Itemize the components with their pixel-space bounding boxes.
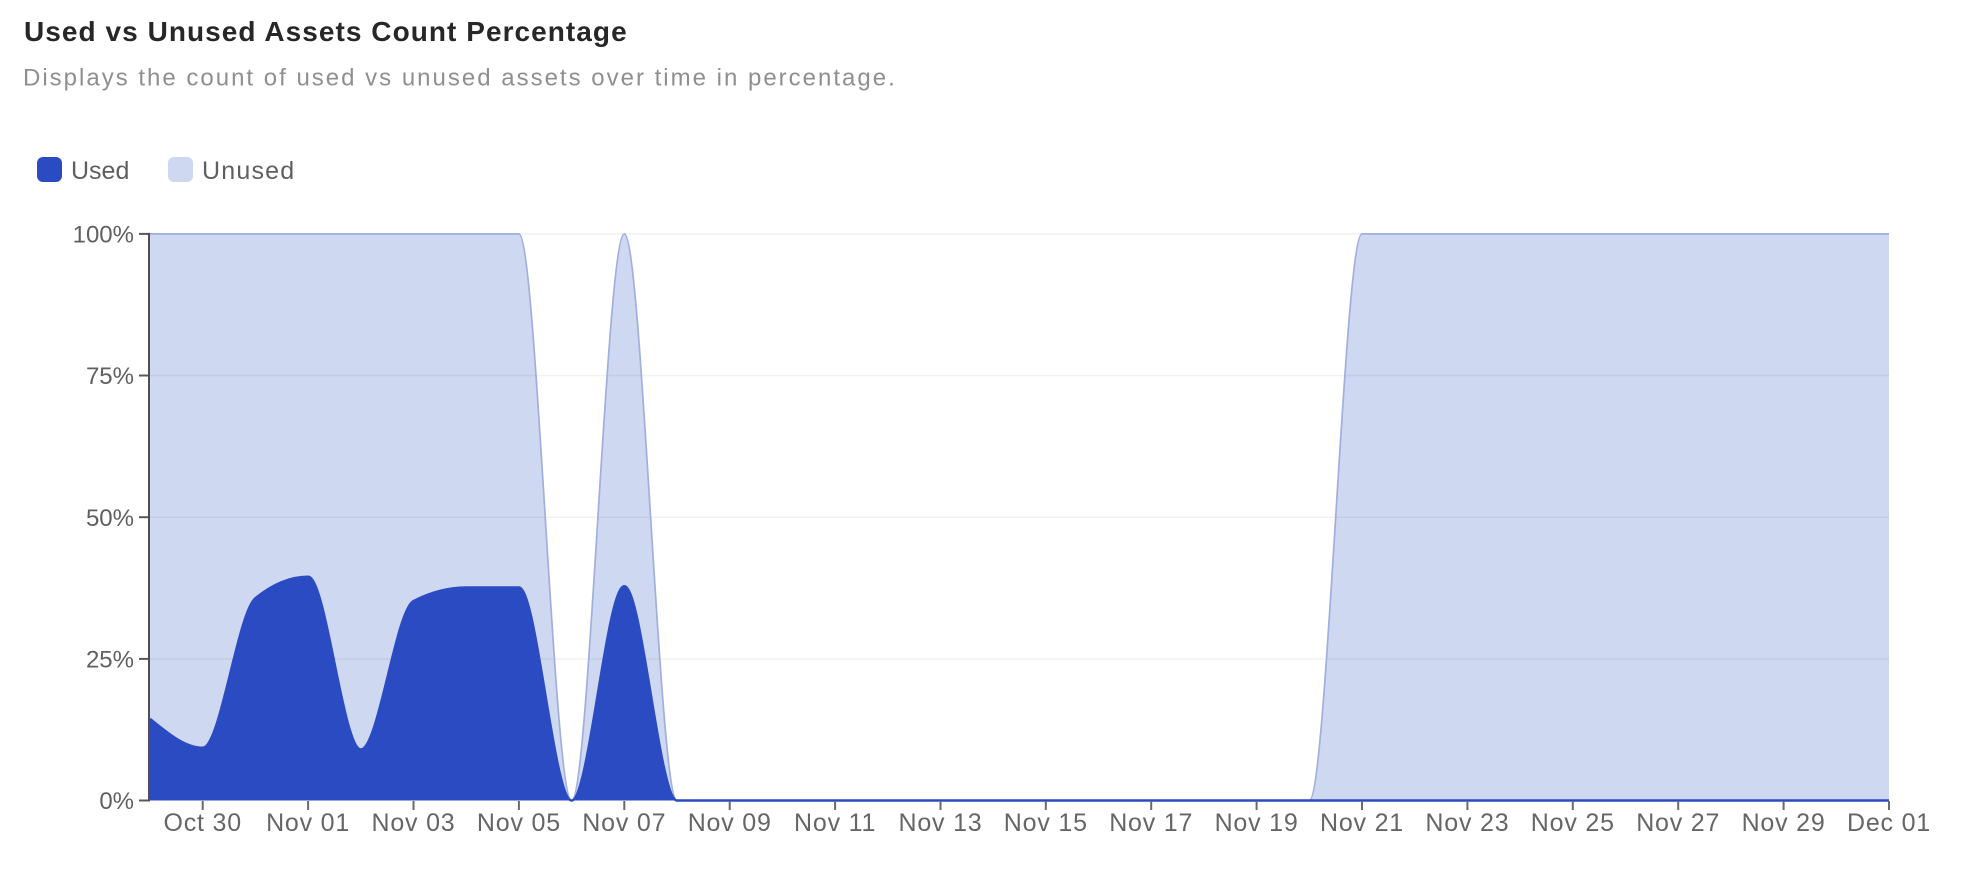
svg-text:Nov 11: Nov 11 (794, 809, 876, 837)
svg-text:Used: Used (71, 157, 129, 185)
svg-text:Nov 15: Nov 15 (1004, 809, 1088, 837)
svg-text:Nov 07: Nov 07 (582, 809, 666, 837)
svg-text:Unused: Unused (202, 157, 295, 185)
svg-text:Oct 30: Oct 30 (163, 809, 241, 837)
svg-text:Nov 27: Nov 27 (1636, 809, 1720, 837)
svg-text:Nov 29: Nov 29 (1742, 809, 1826, 837)
svg-text:75%: 75% (86, 363, 134, 390)
svg-text:Used vs Unused Assets Count Pe: Used vs Unused Assets Count Percentage (24, 16, 628, 47)
svg-text:Nov 05: Nov 05 (477, 809, 561, 837)
svg-text:0%: 0% (99, 788, 134, 815)
svg-text:100%: 100% (73, 222, 134, 249)
svg-text:Nov 01: Nov 01 (266, 809, 350, 837)
svg-text:Nov 17: Nov 17 (1109, 809, 1193, 837)
svg-text:Nov 25: Nov 25 (1531, 809, 1615, 837)
svg-text:50%: 50% (86, 505, 134, 532)
svg-text:Nov 13: Nov 13 (898, 809, 982, 837)
svg-text:Nov 21: Nov 21 (1320, 809, 1404, 837)
svg-text:Dec 01: Dec 01 (1847, 809, 1931, 837)
svg-text:Nov 09: Nov 09 (688, 809, 772, 837)
svg-text:Nov 23: Nov 23 (1425, 809, 1509, 837)
svg-text:Displays the count of used vs: Displays the count of used vs unused ass… (23, 65, 897, 92)
svg-text:Nov 19: Nov 19 (1215, 809, 1299, 837)
svg-text:Nov 03: Nov 03 (371, 809, 455, 837)
svg-text:25%: 25% (86, 647, 134, 674)
